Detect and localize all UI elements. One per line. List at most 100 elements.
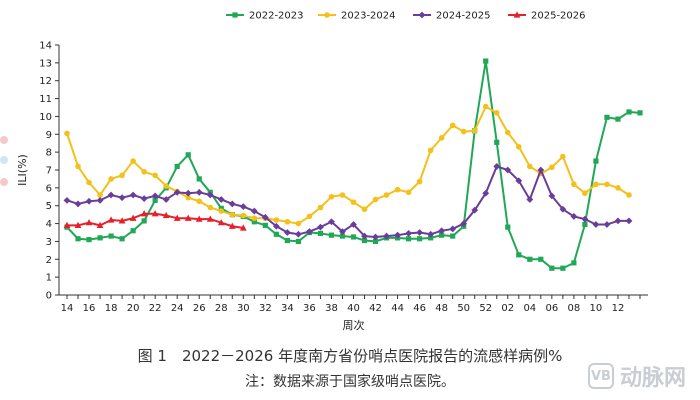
data-point-2024-2025 xyxy=(96,196,104,204)
data-point-2022-2023 xyxy=(450,233,456,239)
data-point-2023-2024 xyxy=(229,211,236,218)
data-point-2023-2024 xyxy=(593,181,599,188)
data-point-2023-2024 xyxy=(582,190,588,197)
data-point-2023-2024 xyxy=(64,130,70,137)
data-point-2023-2024 xyxy=(251,215,258,222)
data-point-2024-2025 xyxy=(328,218,335,226)
data-point-2022-2023 xyxy=(130,228,136,234)
data-point-2025-2026 xyxy=(206,215,214,222)
data-point-2023-2024 xyxy=(273,217,280,223)
data-point-2023-2024 xyxy=(218,208,225,214)
data-point-2022-2023 xyxy=(405,236,412,242)
x-tick-label: 30 xyxy=(237,303,250,314)
data-point-2022-2023 xyxy=(626,109,632,115)
data-point-2024-2025 xyxy=(614,217,622,225)
data-point-2024-2025 xyxy=(107,191,115,199)
y-tick-label: 9 xyxy=(46,130,52,141)
data-point-2025-2026 xyxy=(140,210,148,217)
data-point-2024-2025 xyxy=(217,196,225,203)
data-point-2022-2023 xyxy=(439,232,445,238)
y-tick-label: 4 xyxy=(46,219,52,230)
line-chart: 0 1 2 3 4 5 6 7 8 9 10 11 12 13 14 14 16 18 20 22 24 26 28 30 32… xyxy=(16,11,648,332)
data-point-2022-2023 xyxy=(372,238,379,245)
data-point-2024-2025 xyxy=(250,207,258,215)
y-tick-label: 11 xyxy=(39,94,52,105)
y-axis-label: ILI(%) xyxy=(16,154,29,186)
data-point-2023-2024 xyxy=(615,185,621,191)
left-edge-decoration xyxy=(0,130,12,200)
data-point-2024-2025 xyxy=(427,230,435,238)
data-point-2024-2025 xyxy=(449,225,457,233)
data-point-2023-2024 xyxy=(560,153,566,160)
series-line-2023-2024 xyxy=(66,105,630,225)
data-point-2024-2025 xyxy=(537,166,545,174)
legend-label-2022-2023: 2022-2023 xyxy=(249,11,304,22)
x-tick-label: 06 xyxy=(545,303,558,314)
legend-label-2025-2026: 2025-2026 xyxy=(531,11,586,22)
data-point-2024-2025 xyxy=(592,221,600,228)
data-point-2024-2025 xyxy=(405,229,412,237)
y-tick-label: 5 xyxy=(46,201,52,212)
data-point-2023-2024 xyxy=(196,198,203,205)
data-point-2024-2025 xyxy=(460,220,468,227)
data-point-2022-2023 xyxy=(317,230,324,236)
data-point-2022-2023 xyxy=(516,252,522,258)
data-point-2022-2023 xyxy=(75,236,81,242)
x-tick-label: 24 xyxy=(171,303,184,314)
x-tick-label: 04 xyxy=(523,303,536,314)
legend-marker-2025-2026 xyxy=(513,11,521,18)
x-tick-label: 16 xyxy=(83,303,96,314)
data-point-2022-2023 xyxy=(141,218,147,224)
data-point-2024-2025 xyxy=(581,215,589,223)
data-point-2023-2024 xyxy=(119,172,125,179)
y-tick-label: 13 xyxy=(39,58,52,69)
data-point-2025-2026 xyxy=(96,221,104,228)
watermark-text: 动脉网 xyxy=(619,366,686,391)
data-point-2024-2025 xyxy=(394,231,401,239)
data-point-2025-2026 xyxy=(217,219,225,226)
data-point-2024-2025 xyxy=(272,222,280,230)
data-point-2024-2025 xyxy=(306,228,313,236)
data-point-2022-2023 xyxy=(361,237,368,244)
data-point-2024-2025 xyxy=(504,166,512,174)
data-point-2022-2023 xyxy=(505,224,511,230)
legend-marker-2022-2023 xyxy=(232,12,238,18)
data-point-2025-2026 xyxy=(173,214,181,221)
data-point-2022-2023 xyxy=(86,237,92,243)
data-point-2023-2024 xyxy=(185,194,192,201)
data-point-2023-2024 xyxy=(471,127,478,134)
data-point-2022-2023 xyxy=(571,260,577,266)
data-point-2022-2023 xyxy=(328,232,335,238)
y-tick-label: 6 xyxy=(46,183,52,194)
data-point-2024-2025 xyxy=(173,188,181,196)
data-point-2024-2025 xyxy=(118,194,126,202)
data-point-2024-2025 xyxy=(438,227,446,235)
y-tick-label: 1 xyxy=(46,273,52,284)
y-tick-label: 12 xyxy=(39,76,52,87)
x-tick-label: 18 xyxy=(105,303,118,314)
data-point-2022-2023 xyxy=(483,58,489,64)
data-point-2023-2024 xyxy=(383,192,390,198)
x-tick-label: 22 xyxy=(149,303,162,314)
data-point-2025-2026 xyxy=(85,219,93,226)
data-point-2022-2023 xyxy=(262,222,268,228)
y-tick-label: 8 xyxy=(46,148,52,159)
watermark: VB 动脉网 xyxy=(587,360,686,392)
x-tick-label: 20 xyxy=(127,303,140,314)
data-point-2023-2024 xyxy=(108,176,114,182)
data-point-2025-2026 xyxy=(162,211,170,219)
data-point-2022-2023 xyxy=(174,163,180,170)
data-point-2025-2026 xyxy=(228,222,236,229)
data-point-2024-2025 xyxy=(151,192,159,200)
legend-label-2023-2024: 2023-2024 xyxy=(341,11,396,22)
data-point-2023-2024 xyxy=(438,135,445,141)
data-point-2024-2025 xyxy=(295,230,302,238)
data-point-2024-2025 xyxy=(283,229,291,236)
data-point-2022-2023 xyxy=(494,139,500,145)
data-point-2023-2024 xyxy=(372,196,379,203)
data-point-2025-2026 xyxy=(118,217,126,224)
y-tick-label: 3 xyxy=(46,237,52,248)
data-point-2023-2024 xyxy=(361,206,368,213)
data-point-2023-2024 xyxy=(504,129,511,136)
data-point-2025-2026 xyxy=(239,224,247,231)
